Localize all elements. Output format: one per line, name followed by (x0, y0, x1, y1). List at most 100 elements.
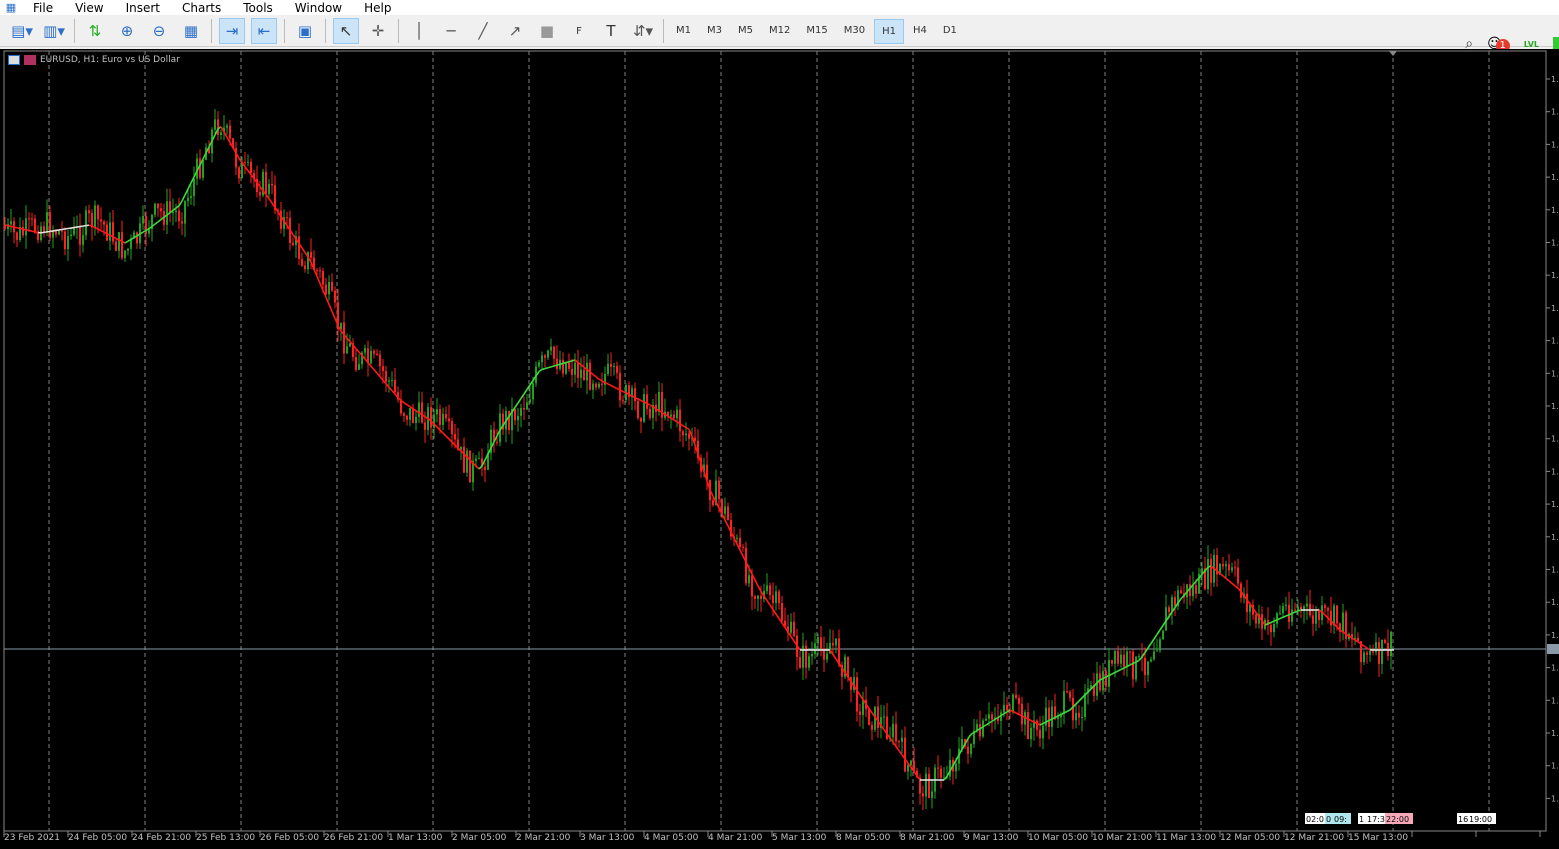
x-axis-label: 8 Mar 21:00 (900, 833, 955, 843)
moving-average-segment (1069, 706, 1074, 711)
candle-body (697, 440, 699, 458)
menu-charts[interactable]: Charts (182, 0, 222, 15)
timeframe-m1[interactable]: M1 (676, 24, 691, 36)
moving-average-segment (286, 225, 291, 231)
menu-insert[interactable]: Insert (125, 0, 160, 15)
menu-file[interactable]: File (33, 0, 54, 15)
candle-body (1306, 603, 1308, 607)
moving-average-segment (1189, 584, 1194, 589)
timeframe-h4[interactable]: H4 (912, 24, 927, 36)
y-axis-label: 1. (1551, 435, 1559, 444)
moving-average-segment (952, 759, 957, 766)
profiles-icon[interactable]: ▥▾ (43, 22, 65, 40)
moving-average-segment (685, 426, 690, 431)
timeframe-m5[interactable]: M5 (738, 24, 753, 36)
moving-average-segment (577, 361, 582, 366)
price-chart[interactable]: 1. 1. 1. 1. 1. 1. 1. 1. 1. 1. 1. 1. 1. 1. 1. 1. 1. 1. 1. 1.… (0, 49, 1559, 849)
candle-body (961, 739, 963, 749)
moving-average-segment (1357, 641, 1362, 645)
lvl-icon[interactable]: LVL (1523, 39, 1539, 49)
text-icon[interactable]: T (606, 22, 616, 40)
moving-average-segment (1147, 643, 1152, 649)
moving-average-segment (1270, 620, 1275, 624)
timeframe-m30[interactable]: M30 (843, 24, 866, 36)
candle-body (943, 777, 945, 779)
moving-average-segment (766, 600, 771, 606)
vertical-line-icon[interactable]: │ (414, 22, 424, 40)
cursor-icon[interactable]: ↖ (333, 18, 359, 44)
arrows-icon[interactable]: ⇵▾ (632, 22, 654, 40)
rectangle-icon[interactable]: ■ (539, 22, 555, 40)
candle-body (925, 773, 927, 797)
candle-body (40, 226, 42, 241)
candle-body (523, 408, 525, 410)
timeframe-m3[interactable]: M3 (707, 24, 722, 36)
candle-body (241, 162, 243, 179)
candle-body (229, 125, 231, 139)
moving-average-segment (1342, 631, 1347, 635)
moving-average-segment (19, 227, 24, 230)
moving-average-segment (1273, 619, 1278, 622)
candle-body (640, 418, 642, 422)
candle-body (661, 391, 663, 418)
candle-body (517, 415, 519, 421)
menu-view[interactable]: View (75, 0, 104, 15)
moving-average-segment (547, 366, 552, 369)
moving-average-segment (499, 425, 504, 431)
timeframe-m12[interactable]: M12 (769, 24, 791, 36)
tile-windows-icon[interactable]: ▦ (183, 22, 199, 40)
zoom-out-icon[interactable]: ⊖ (152, 22, 166, 40)
zoom-in-icon[interactable]: ⊕ (120, 22, 134, 40)
candle-body (1153, 651, 1155, 660)
save-template-icon[interactable]: ▣ (297, 22, 313, 40)
candle-body (727, 506, 729, 520)
candle-body (526, 402, 528, 410)
candle-body (388, 380, 390, 382)
timeframe-d1[interactable]: D1 (942, 24, 957, 36)
auto-scroll-icon[interactable]: ⇥ (219, 18, 245, 44)
timeframe-h1[interactable]: H1 (874, 18, 904, 44)
candle-body (583, 369, 585, 381)
crosshair-icon[interactable]: ✛ (371, 22, 385, 40)
candle-body (532, 383, 534, 400)
session-tag-label: 16 (1458, 815, 1468, 824)
candle-body (907, 764, 909, 772)
candle-body (1327, 608, 1329, 611)
chart-window[interactable]: 1. 1. 1. 1. 1. 1. 1. 1. 1. 1. 1. 1. 1. 1. 1. 1. 1. 1. 1. 1.… (0, 49, 1559, 849)
moving-average-segment (1066, 709, 1071, 713)
candle-body (394, 380, 396, 393)
candle-body (1291, 609, 1293, 622)
menu-tools[interactable]: Tools (243, 0, 273, 15)
candle-body (1222, 563, 1224, 567)
menu-help[interactable]: Help (364, 0, 392, 15)
candle-body (1315, 611, 1317, 624)
candle-body (1192, 585, 1194, 597)
candle-body (37, 231, 39, 241)
menu-window[interactable]: Window (294, 0, 343, 15)
candle-body (259, 192, 261, 196)
candle-body (679, 409, 681, 432)
timeframe-m15[interactable]: M15 (806, 24, 828, 36)
trendline-icon[interactable]: ╱ (478, 22, 488, 40)
fibonacci-icon[interactable]: F (576, 25, 582, 37)
candle-body (244, 162, 246, 164)
moving-average-segment (853, 685, 858, 691)
auto-trading-icon[interactable]: ⇅ (88, 22, 102, 40)
moving-average-segment (1234, 585, 1239, 589)
search-icon[interactable]: ⌕ (1465, 36, 1474, 53)
new-chart-icon[interactable]: ▤▾ (11, 22, 33, 40)
candle-body (1111, 659, 1113, 664)
moving-average-segment (1201, 570, 1206, 575)
moving-average-segment (109, 234, 114, 238)
moving-average-segment (406, 404, 411, 408)
arrow-icon[interactable]: ↗ (508, 22, 522, 40)
candle-body (817, 637, 819, 644)
horizontal-line-icon[interactable]: ─ (446, 22, 456, 40)
moving-average-segment (763, 595, 768, 601)
candle-body (1285, 604, 1287, 607)
candle-body (460, 446, 462, 450)
candle-body (784, 620, 786, 627)
chart-shift-icon[interactable]: ⇤ (251, 18, 277, 44)
candle-body (187, 197, 189, 202)
candle-body (1051, 706, 1053, 727)
